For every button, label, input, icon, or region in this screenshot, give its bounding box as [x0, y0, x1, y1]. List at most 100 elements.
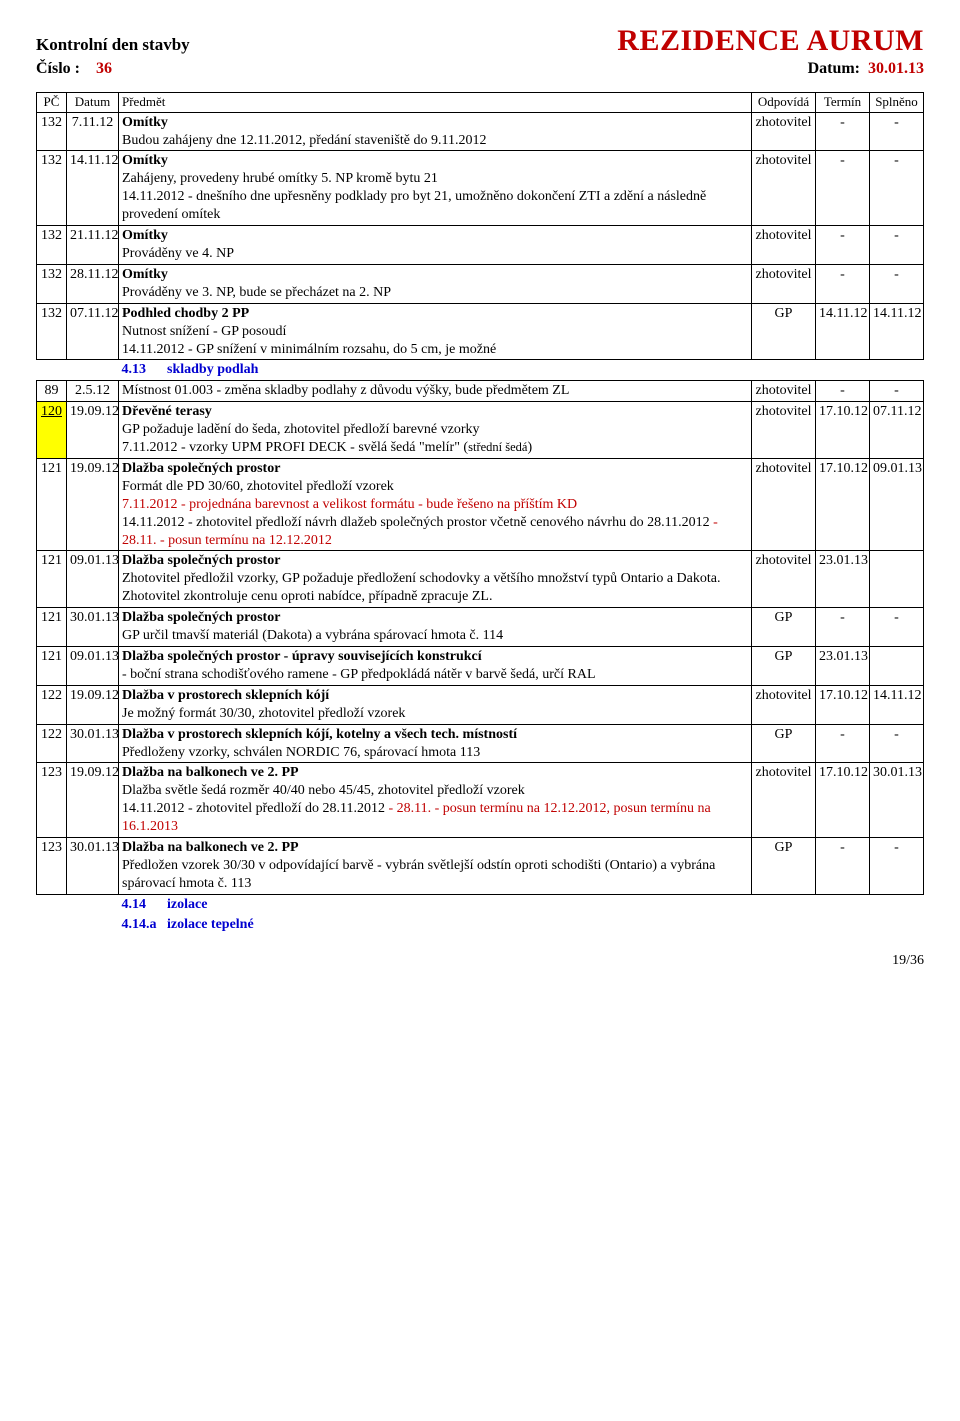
subject-line: Formát dle PD 30/60, zhotovitel předloží…: [122, 478, 748, 496]
cell-odpovida: GP: [752, 724, 816, 763]
subject-line: Dlažba v prostorech sklepních kójí: [122, 687, 748, 705]
table-row: 4.14.a izolace tepelné: [37, 915, 924, 935]
cell-termin: -: [816, 151, 870, 226]
table-row: 12109.01.13Dlažba společných prostorZhot…: [37, 551, 924, 608]
cell-predmet: Podhled chodby 2 PPNutnost snížení - GP …: [119, 303, 752, 360]
subject-line: Místnost 01.003 - změna skladby podlahy …: [122, 382, 748, 400]
subject-line: 14.11.2012 - GP snížení v minimálním roz…: [122, 341, 748, 359]
table-row: 12019.09.12Dřevěné terasyGP požaduje lad…: [37, 402, 924, 459]
cell-splneno: [870, 647, 924, 686]
cell-datum: 30.01.13: [67, 724, 119, 763]
header-title-right: REZIDENCE AURUM: [617, 24, 924, 58]
section-pc: [37, 894, 67, 914]
cell-odpovida: zhotovitel: [752, 458, 816, 551]
cell-pc: 121: [37, 647, 67, 686]
table-row: 4.14 izolace: [37, 894, 924, 914]
cell-termin: 14.11.12: [816, 303, 870, 360]
subject-line: GP určil tmavší materiál (Dakota) a vybr…: [122, 627, 748, 645]
table-row: 12109.01.13Dlažba společných prostor - ú…: [37, 647, 924, 686]
cell-pc: 123: [37, 838, 67, 895]
subject-line: Prováděny ve 4. NP: [122, 245, 748, 263]
cell-splneno: -: [870, 608, 924, 647]
section-spl: [870, 360, 924, 381]
cell-pc: 132: [37, 264, 67, 303]
table-body: 1327.11.12OmítkyBudou zahájeny dne 12.11…: [37, 112, 924, 934]
cell-datum: 21.11.12: [67, 226, 119, 265]
section-pc: [37, 915, 67, 935]
subject-line: Dlažba společných prostor: [122, 460, 748, 478]
header-number-label: Číslo :: [36, 60, 80, 77]
cell-termin: -: [816, 838, 870, 895]
subject-line: Zahájeny, provedeny hrubé omítky 5. NP k…: [122, 170, 748, 188]
cell-pc: 121: [37, 551, 67, 608]
subject-line: 7.11.2012 - projednána barevnost a velik…: [122, 496, 748, 514]
subject-line: - boční strana schodišťového ramene - GP…: [122, 666, 748, 684]
section-label: izolace tepelné: [164, 917, 254, 932]
cell-predmet: Dřevěné terasyGP požaduje ladění do šeda…: [119, 402, 752, 459]
cell-datum: 30.01.13: [67, 838, 119, 895]
cell-splneno: -: [870, 724, 924, 763]
col-odpovida: Odpovídá: [752, 93, 816, 113]
cell-pc: 122: [37, 685, 67, 724]
cell-termin: 23.01.13: [816, 551, 870, 608]
header-number: Číslo : 36: [36, 60, 112, 78]
cell-pc: 121: [37, 458, 67, 551]
section-term: [816, 894, 870, 914]
cell-termin: 17.10.12: [816, 402, 870, 459]
cell-datum: 30.01.13: [67, 608, 119, 647]
section-label: izolace: [164, 897, 208, 912]
cell-odpovida: GP: [752, 838, 816, 895]
cell-odpovida: GP: [752, 303, 816, 360]
header-date-label: Datum:: [808, 60, 860, 77]
cell-datum: 09.01.13: [67, 551, 119, 608]
section-heading: 4.14 izolace: [119, 894, 752, 914]
table-row: 13207.11.12Podhled chodby 2 PPNutnost sn…: [37, 303, 924, 360]
subject-line: Prováděny ve 3. NP, bude se přecházet na…: [122, 284, 748, 302]
cell-odpovida: zhotovitel: [752, 551, 816, 608]
cell-pc: 132: [37, 226, 67, 265]
table-row: 12330.01.13Dlažba na balkonech ve 2. PPP…: [37, 838, 924, 895]
cell-pc: 120: [37, 402, 67, 459]
cell-odpovida: zhotovitel: [752, 685, 816, 724]
section-dt: [67, 915, 119, 935]
subject-line: Dlažba světle šedá rozměr 40/40 nebo 45/…: [122, 782, 748, 800]
page-number: 19/36: [36, 953, 924, 969]
cell-splneno: 14.11.12: [870, 303, 924, 360]
main-table: PČ Datum Předmět Odpovídá Termín Splněno…: [36, 92, 924, 935]
cell-pc: 121: [37, 608, 67, 647]
cell-pc: 89: [37, 381, 67, 402]
cell-splneno: -: [870, 381, 924, 402]
section-num: 4.14: [122, 896, 164, 914]
subject-line: Předložen vzorek 30/30 v odpovídající ba…: [122, 857, 748, 893]
cell-splneno: [870, 551, 924, 608]
cell-splneno: 14.11.12: [870, 685, 924, 724]
header-top: Kontrolní den stavby REZIDENCE AURUM: [36, 24, 924, 58]
table-row: 13228.11.12OmítkyProváděny ve 3. NP, bud…: [37, 264, 924, 303]
subject-line: Omítky: [122, 152, 748, 170]
cell-predmet: OmítkyBudou zahájeny dne 12.11.2012, pře…: [119, 112, 752, 151]
table-row: 892.5.12Místnost 01.003 - změna skladby …: [37, 381, 924, 402]
cell-termin: 23.01.13: [816, 647, 870, 686]
table-row: 4.13 skladby podlah: [37, 360, 924, 381]
subject-line: Dlažba na balkonech ve 2. PP: [122, 839, 748, 857]
subject-line: Dlažba na balkonech ve 2. PP: [122, 764, 748, 782]
cell-termin: -: [816, 226, 870, 265]
cell-predmet: Dlažba společných prostor - úpravy souvi…: [119, 647, 752, 686]
cell-odpovida: zhotovitel: [752, 226, 816, 265]
cell-predmet: Dlažba v prostorech sklepních kójí, kote…: [119, 724, 752, 763]
cell-datum: 19.09.12: [67, 402, 119, 459]
cell-termin: 17.10.12: [816, 763, 870, 838]
section-spl: [870, 915, 924, 935]
cell-pc: 123: [37, 763, 67, 838]
subject-line: 14.11.2012 - zhotovitel předloží do 28.1…: [122, 800, 748, 836]
subject-line: Předloženy vzorky, schválen NORDIC 76, s…: [122, 744, 748, 762]
section-dt: [67, 894, 119, 914]
cell-odpovida: zhotovitel: [752, 763, 816, 838]
cell-termin: -: [816, 608, 870, 647]
cell-termin: -: [816, 381, 870, 402]
header-title-left: Kontrolní den stavby: [36, 35, 190, 55]
cell-odpovida: zhotovitel: [752, 402, 816, 459]
subject-line: Omítky: [122, 227, 748, 245]
table-row: 12130.01.13Dlažba společných prostorGP u…: [37, 608, 924, 647]
subject-line: Zhotovitel zkontroluje cenu oproti nabíd…: [122, 588, 748, 606]
